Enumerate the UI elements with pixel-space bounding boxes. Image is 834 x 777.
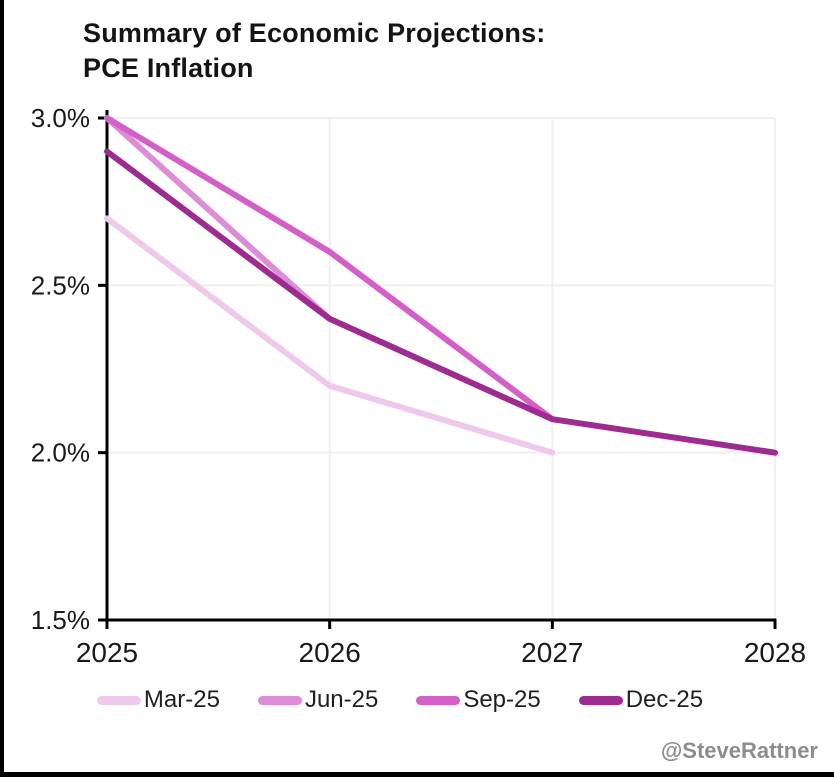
legend: Mar-25 Jun-25 Sep-25 Dec-25 [0,686,800,714]
legend-item-mar-25: Mar-25 [96,686,220,714]
x-tick-label: 2027 [521,637,583,668]
legend-label-sep-25: Sep-25 [463,686,541,713]
series-line-sep-25 [104,115,556,423]
y-tick-label: 3.0% [31,103,90,133]
frame-border-bottom [0,772,834,777]
legend-label-mar-25: Mar-25 [143,686,220,713]
chart-title: Summary of Economic Projections: PCE Inf… [83,16,546,86]
x-tick-label: 2028 [744,637,806,668]
y-tick-label: 2.0% [31,438,90,468]
frame-border-left [0,0,4,777]
series-line-dec-25 [104,148,778,456]
legend-label-jun-25: Jun-25 [304,686,379,713]
legend-swatch-jun-25 [257,695,302,705]
legend-label-dec-25: Dec-25 [625,686,704,713]
y-tick-label: 2.5% [31,270,90,300]
legend-item-sep-25: Sep-25 [416,686,541,714]
x-tick-label: 2026 [299,637,361,668]
x-tick-label: 2025 [76,637,138,668]
legend-swatch-mar-25 [96,695,141,705]
legend-item-jun-25: Jun-25 [257,686,379,714]
y-tick-label: 1.5% [31,605,90,635]
chart-title-line2: PCE Inflation [83,53,254,83]
legend-swatch-dec-25 [578,695,623,705]
chart-title-line1: Summary of Economic Projections: [83,18,546,48]
legend-item-dec-25: Dec-25 [578,686,704,714]
legend-swatch-sep-25 [416,695,461,705]
series-line-mar-25 [104,215,556,456]
watermark-credit: @SteveRattner [660,738,818,763]
